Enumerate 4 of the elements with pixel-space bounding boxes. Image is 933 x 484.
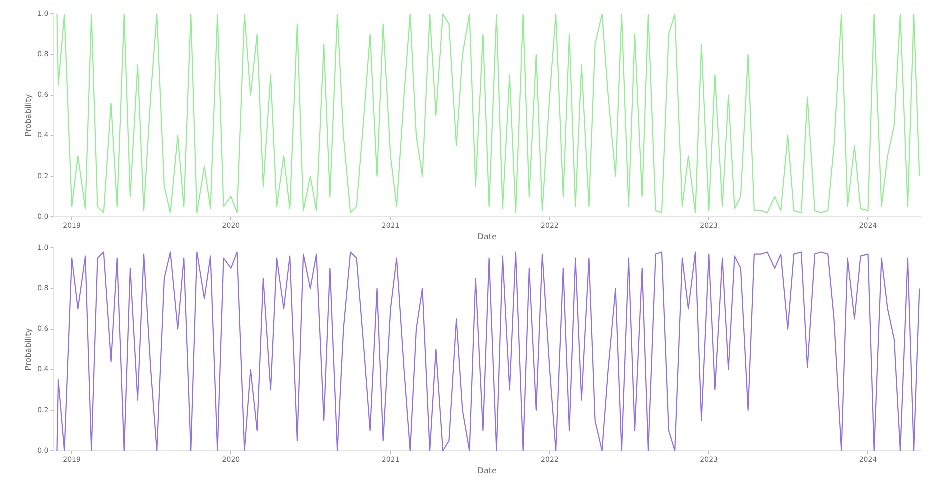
x-axis-title: Date [478,232,498,242]
y-axis-title: Probability [24,94,33,137]
x-axis-title: Date [478,466,498,476]
y-axis-title: Probability [24,328,33,371]
